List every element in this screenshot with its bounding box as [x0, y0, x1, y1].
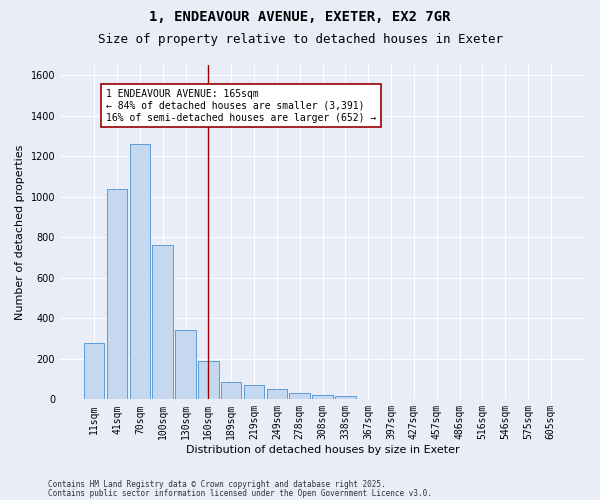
Bar — [152, 246, 173, 400]
Bar — [130, 144, 150, 400]
X-axis label: Distribution of detached houses by size in Exeter: Distribution of detached houses by size … — [186, 445, 460, 455]
Bar — [358, 398, 379, 400]
Bar — [266, 389, 287, 400]
Text: Contains public sector information licensed under the Open Government Licence v3: Contains public sector information licen… — [48, 488, 432, 498]
Text: Size of property relative to detached houses in Exeter: Size of property relative to detached ho… — [97, 32, 503, 46]
Bar — [84, 342, 104, 400]
Bar — [221, 382, 241, 400]
Bar — [312, 396, 333, 400]
Y-axis label: Number of detached properties: Number of detached properties — [15, 144, 25, 320]
Bar — [244, 385, 264, 400]
Text: 1 ENDEAVOUR AVENUE: 165sqm
← 84% of detached houses are smaller (3,391)
16% of s: 1 ENDEAVOUR AVENUE: 165sqm ← 84% of deta… — [106, 90, 376, 122]
Bar — [335, 396, 356, 400]
Bar — [289, 394, 310, 400]
Text: Contains HM Land Registry data © Crown copyright and database right 2025.: Contains HM Land Registry data © Crown c… — [48, 480, 386, 489]
Bar — [175, 330, 196, 400]
Text: 1, ENDEAVOUR AVENUE, EXETER, EX2 7GR: 1, ENDEAVOUR AVENUE, EXETER, EX2 7GR — [149, 10, 451, 24]
Bar — [107, 188, 127, 400]
Bar — [198, 361, 218, 400]
